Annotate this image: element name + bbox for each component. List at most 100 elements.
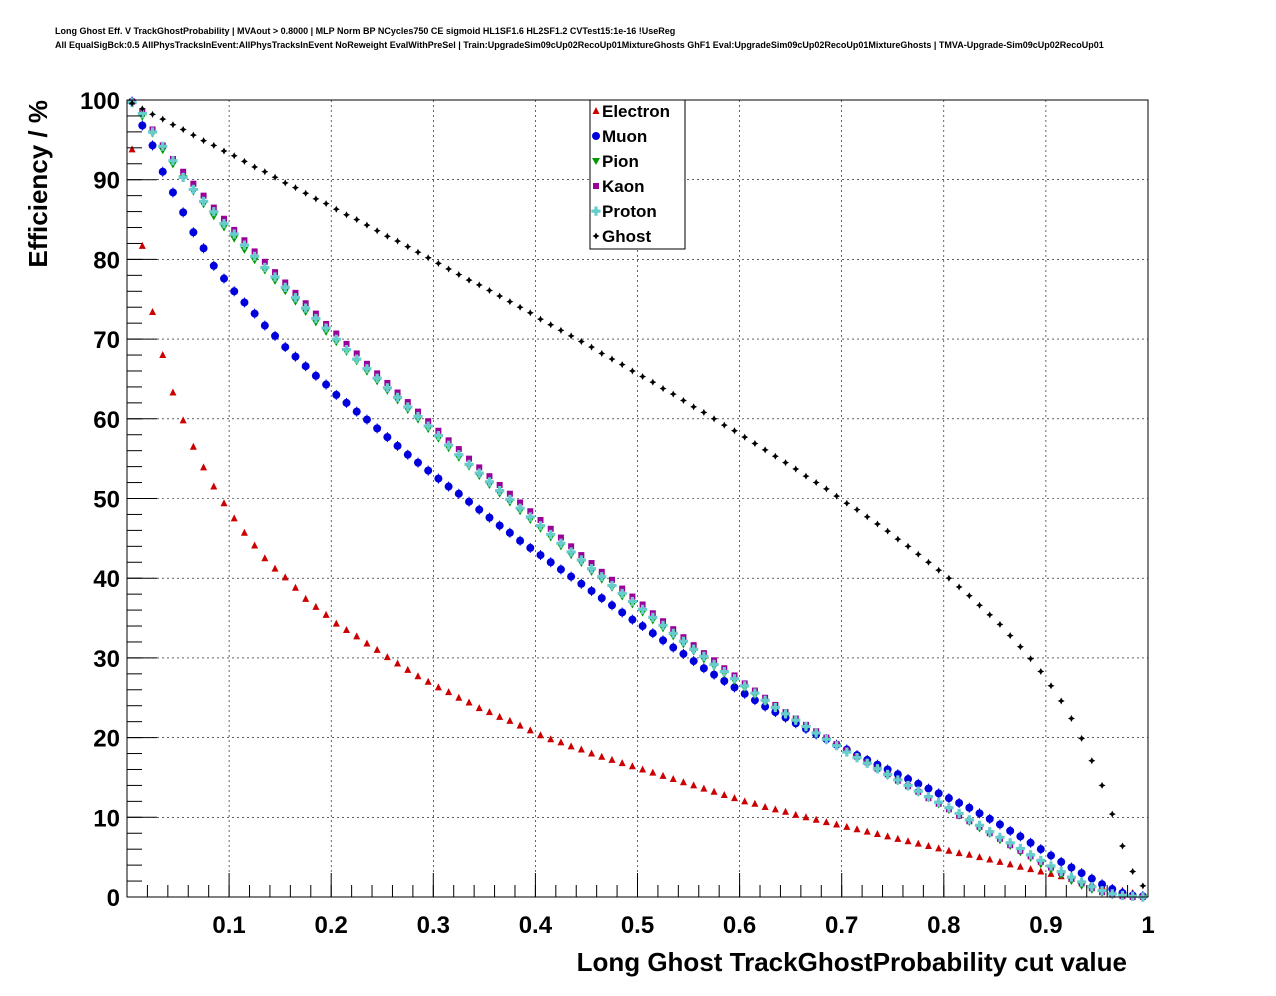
data-point xyxy=(251,248,258,255)
legend-marker-electron xyxy=(592,107,600,114)
data-point xyxy=(750,688,760,698)
data-point xyxy=(935,566,943,574)
data-point xyxy=(179,208,188,217)
data-point xyxy=(577,337,585,345)
data-point xyxy=(598,349,606,357)
data-point xyxy=(780,709,791,719)
data-point xyxy=(1005,838,1015,848)
x-tick-label: 0.7 xyxy=(825,912,858,939)
data-point xyxy=(200,137,208,145)
legend-label-pion: Pion xyxy=(602,152,639,171)
data-point xyxy=(434,259,442,267)
data-point xyxy=(557,738,565,746)
data-point xyxy=(618,361,626,369)
data-point xyxy=(526,309,534,317)
data-point xyxy=(413,411,423,422)
y-tick-label: 80 xyxy=(93,247,120,274)
data-point xyxy=(974,820,985,830)
data-point xyxy=(1139,882,1147,890)
data-point xyxy=(455,271,463,279)
data-point xyxy=(750,696,759,705)
data-point xyxy=(761,802,769,810)
data-point xyxy=(690,403,698,411)
data-point xyxy=(710,670,719,679)
data-point xyxy=(291,583,299,591)
data-point xyxy=(331,334,341,344)
data-point xyxy=(964,815,974,825)
data-point xyxy=(546,529,556,540)
data-point xyxy=(659,385,667,393)
data-point xyxy=(189,228,198,237)
data-point xyxy=(648,629,657,638)
data-point xyxy=(629,593,636,600)
data-point xyxy=(1026,838,1035,847)
data-point xyxy=(486,473,493,480)
data-point xyxy=(557,534,564,541)
data-point xyxy=(445,688,453,696)
data-point xyxy=(792,465,800,473)
data-point xyxy=(189,131,197,139)
data-point xyxy=(476,464,483,471)
data-point xyxy=(343,211,351,219)
data-point xyxy=(1047,851,1056,860)
data-point xyxy=(382,383,392,393)
data-point xyxy=(271,173,279,181)
data-point xyxy=(434,474,443,483)
data-point xyxy=(525,512,535,522)
data-point xyxy=(648,612,658,622)
data-point xyxy=(639,373,647,381)
x-tick-label: 0.5 xyxy=(621,912,654,939)
data-point xyxy=(292,289,299,296)
data-point xyxy=(557,326,565,334)
data-point xyxy=(454,450,464,460)
data-point xyxy=(1118,842,1126,850)
data-point xyxy=(588,560,595,567)
data-point xyxy=(352,354,362,364)
data-point xyxy=(730,794,738,802)
data-point xyxy=(200,463,208,471)
data-point xyxy=(1037,867,1045,875)
legend-label-proton: Proton xyxy=(602,202,657,221)
data-point xyxy=(220,215,227,222)
data-point xyxy=(576,555,586,565)
data-point xyxy=(710,787,718,795)
data-point xyxy=(149,110,157,118)
legend-marker-pion xyxy=(592,158,600,165)
y-tick-label: 30 xyxy=(93,646,120,673)
data-point xyxy=(1036,855,1046,866)
data-point xyxy=(1027,655,1035,663)
data-point xyxy=(466,455,473,462)
data-point xyxy=(445,265,453,273)
data-point xyxy=(588,749,596,757)
data-point xyxy=(811,728,821,738)
data-point xyxy=(220,499,228,507)
data-point xyxy=(884,832,892,840)
data-point xyxy=(628,367,636,375)
data-points xyxy=(127,96,1148,902)
data-point xyxy=(464,459,474,469)
data-point xyxy=(842,747,852,757)
data-point xyxy=(424,677,432,685)
legend-label-electron: Electron xyxy=(602,102,670,121)
data-point xyxy=(363,221,371,229)
data-point xyxy=(537,517,544,524)
data-point xyxy=(975,809,984,818)
data-point xyxy=(608,355,616,363)
data-point xyxy=(311,371,320,380)
data-point xyxy=(496,292,504,300)
data-point xyxy=(833,492,841,500)
data-point xyxy=(496,481,503,488)
data-point xyxy=(944,794,953,803)
data-point xyxy=(547,525,554,532)
data-point xyxy=(445,437,452,444)
data-point xyxy=(955,583,963,591)
data-point xyxy=(1077,877,1087,887)
data-point xyxy=(904,775,913,784)
data-point xyxy=(996,620,1004,628)
data-point xyxy=(699,651,709,662)
data-point xyxy=(547,321,555,329)
data-point xyxy=(913,786,923,796)
data-point xyxy=(229,229,239,239)
data-point xyxy=(945,846,953,854)
data-point xyxy=(1066,872,1077,882)
